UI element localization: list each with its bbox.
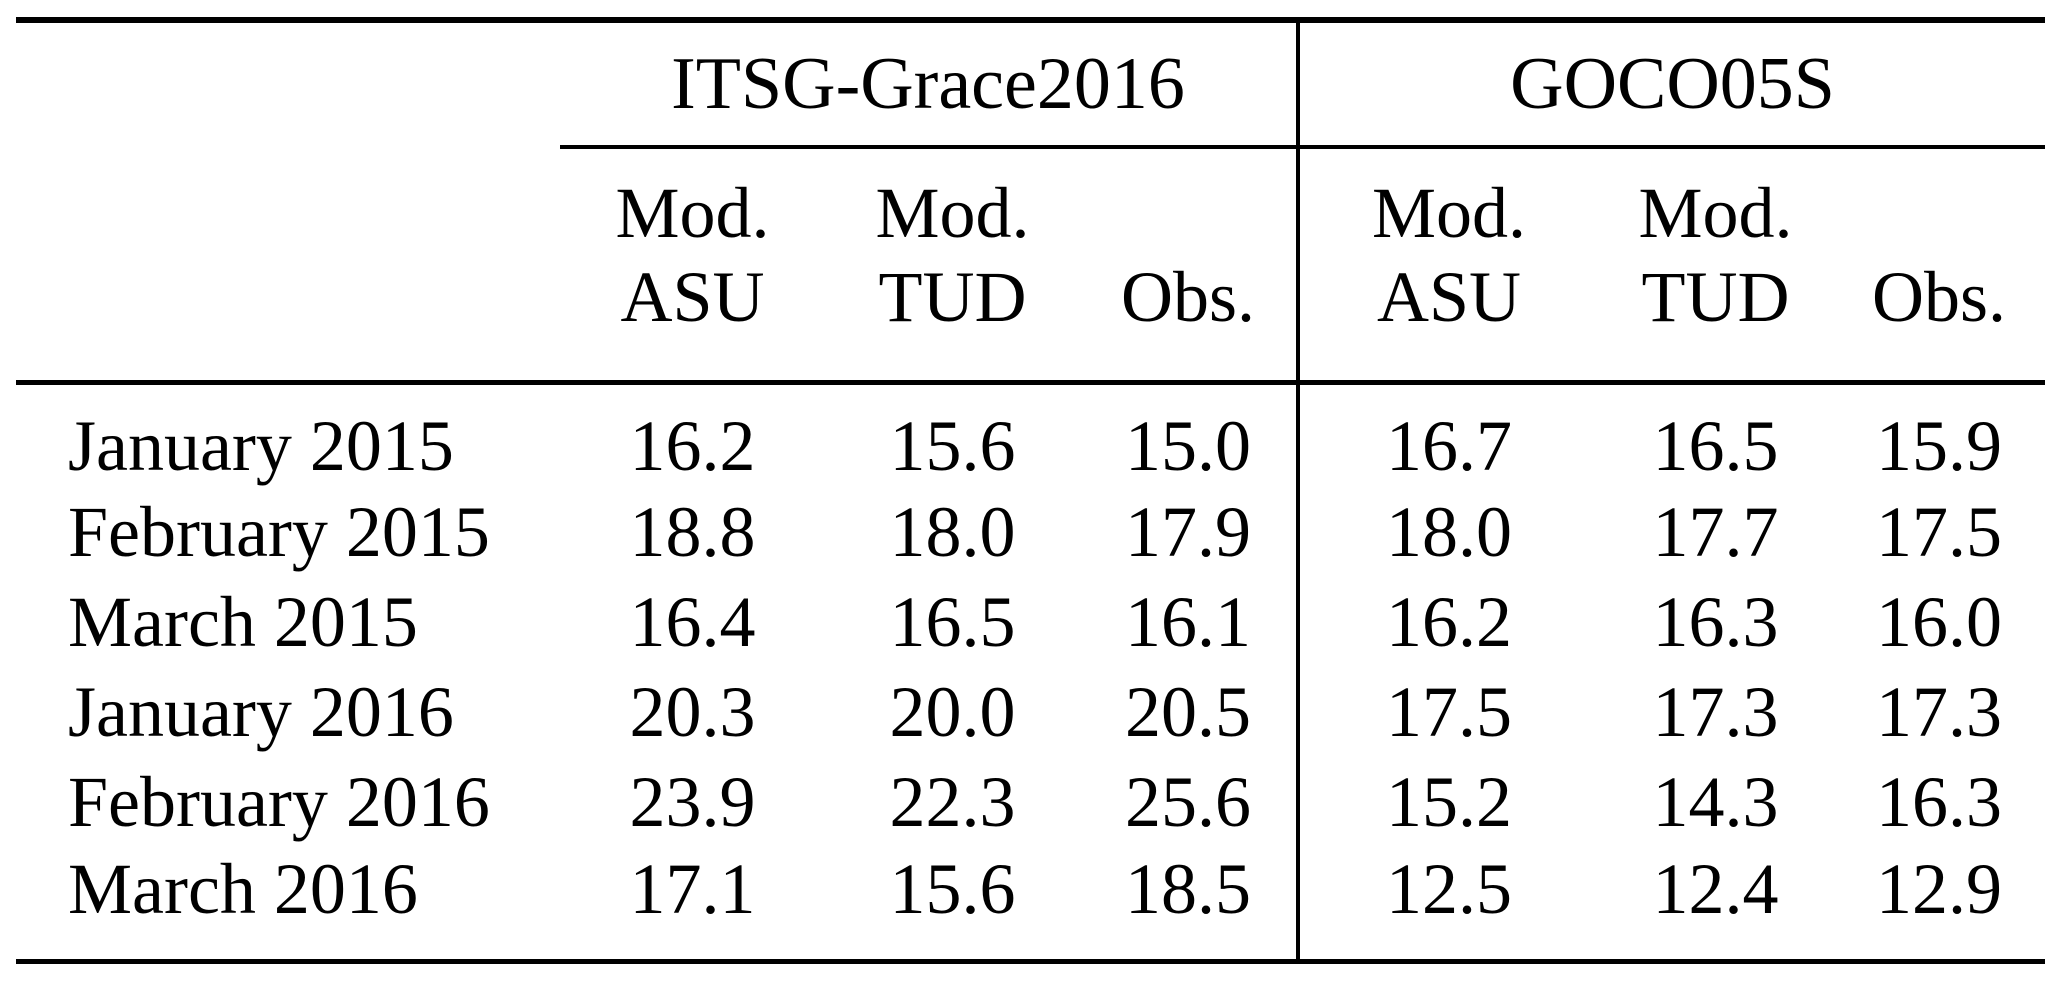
col-header-line2: ASU xyxy=(1377,256,1522,337)
value-cell: 12.4 xyxy=(1652,848,1779,929)
col-header-line1: Mod. xyxy=(1372,173,1527,254)
value-cell: 18.0 xyxy=(1386,492,1513,572)
value-cell: 16.2 xyxy=(629,405,756,486)
value-cell: 12.9 xyxy=(1876,848,2003,929)
value-cell: 17.9 xyxy=(1080,487,1301,578)
col-header-line1: Mod. xyxy=(615,173,770,254)
row-label: February 2015 xyxy=(68,492,490,572)
value-cell: 15.6 xyxy=(889,848,1016,929)
row-label: March 2016 xyxy=(68,848,418,929)
header-corner-spacer xyxy=(16,147,560,385)
col-header-goco-mod-tud: Mod. TUD xyxy=(1598,147,1834,385)
table-row: March 2016 17.1 15.6 18.5 12.5 12.4 12.9 xyxy=(16,847,2045,961)
value-cell: 17.7 xyxy=(1652,492,1779,572)
value-cell: 18.8 xyxy=(629,492,756,572)
col-header-itsg-mod-asu: Mod. ASU xyxy=(560,147,825,385)
value-cell: 16.1 xyxy=(1080,577,1301,668)
value-cell: 17.5 xyxy=(1386,672,1513,752)
col-header-line2: ASU xyxy=(620,256,765,337)
row-label: January 2015 xyxy=(68,405,454,486)
value-cell: 16.3 xyxy=(1652,582,1779,662)
value-cell: 16.4 xyxy=(629,582,756,662)
value-cell: 23.9 xyxy=(629,762,756,842)
value-cell: 20.5 xyxy=(1080,667,1301,758)
value-cell: 12.5 xyxy=(1386,848,1513,929)
value-cell: 18.0 xyxy=(889,492,1016,572)
value-cell: 15.6 xyxy=(889,405,1016,486)
col-header-line2: TUD xyxy=(1641,256,1790,337)
row-label: March 2015 xyxy=(68,582,418,662)
value-cell: 22.3 xyxy=(889,762,1016,842)
row-label: February 2016 xyxy=(68,762,490,842)
col-header-line1: Mod. xyxy=(875,173,1030,254)
value-cell: 17.1 xyxy=(629,848,756,929)
group-header-row: ITSG-Grace2016 GOCO05S xyxy=(16,20,2046,149)
table-row: February 2015 18.8 18.0 17.9 18.0 17.7 1… xyxy=(16,487,2045,578)
col-header-itsg-mod-tud: Mod. TUD xyxy=(825,147,1080,385)
value-cell: 14.3 xyxy=(1652,762,1779,842)
col-header-goco-mod-asu: Mod. ASU xyxy=(1298,147,1599,385)
header-corner-spacer xyxy=(16,20,560,147)
results-table: ITSG-Grace2016 GOCO05S Mod. ASU Mod. TUD… xyxy=(16,17,2046,964)
value-cell: 17.5 xyxy=(1876,492,2003,572)
col-header-line2: TUD xyxy=(878,256,1027,337)
table-row: January 2015 16.2 15.6 15.0 16.7 16.5 15… xyxy=(16,382,2045,488)
value-cell: 20.0 xyxy=(889,672,1016,752)
value-cell: 15.0 xyxy=(1080,382,1301,488)
group-header-goco05s: GOCO05S xyxy=(1298,20,2046,149)
value-cell: 15.9 xyxy=(1876,405,2003,486)
value-cell: 25.6 xyxy=(1080,757,1301,848)
col-header-line2: Obs. xyxy=(1872,256,2007,337)
col-header-goco-obs: Obs. xyxy=(1833,147,2046,385)
col-header-itsg-obs: Obs. xyxy=(1080,147,1301,385)
table-row: February 2016 23.9 22.3 25.6 15.2 14.3 1… xyxy=(16,757,2045,848)
value-cell: 16.7 xyxy=(1386,405,1513,486)
value-cell: 16.5 xyxy=(1652,405,1779,486)
value-cell: 18.5 xyxy=(1080,847,1301,961)
value-cell: 16.5 xyxy=(889,582,1016,662)
col-header-line2: Obs. xyxy=(1121,256,1256,337)
col-header-line1: Mod. xyxy=(1638,173,1793,254)
value-cell: 20.3 xyxy=(629,672,756,752)
value-cell: 16.2 xyxy=(1386,582,1513,662)
column-header-row: Mod. ASU Mod. TUD Obs. Mod. ASU Mod. TUD… xyxy=(16,147,2046,385)
group-header-itsg-grace2016: ITSG-Grace2016 xyxy=(560,20,1301,149)
table-row: January 2016 20.3 20.0 20.5 17.5 17.3 17… xyxy=(16,667,2045,758)
value-cell: 17.3 xyxy=(1876,672,2003,752)
value-cell: 16.0 xyxy=(1876,582,2003,662)
table-row: March 2015 16.4 16.5 16.1 16.2 16.3 16.0 xyxy=(16,577,2045,668)
value-cell: 16.3 xyxy=(1876,762,2003,842)
row-label: January 2016 xyxy=(68,672,454,752)
value-cell: 15.2 xyxy=(1386,762,1513,842)
value-cell: 17.3 xyxy=(1652,672,1779,752)
